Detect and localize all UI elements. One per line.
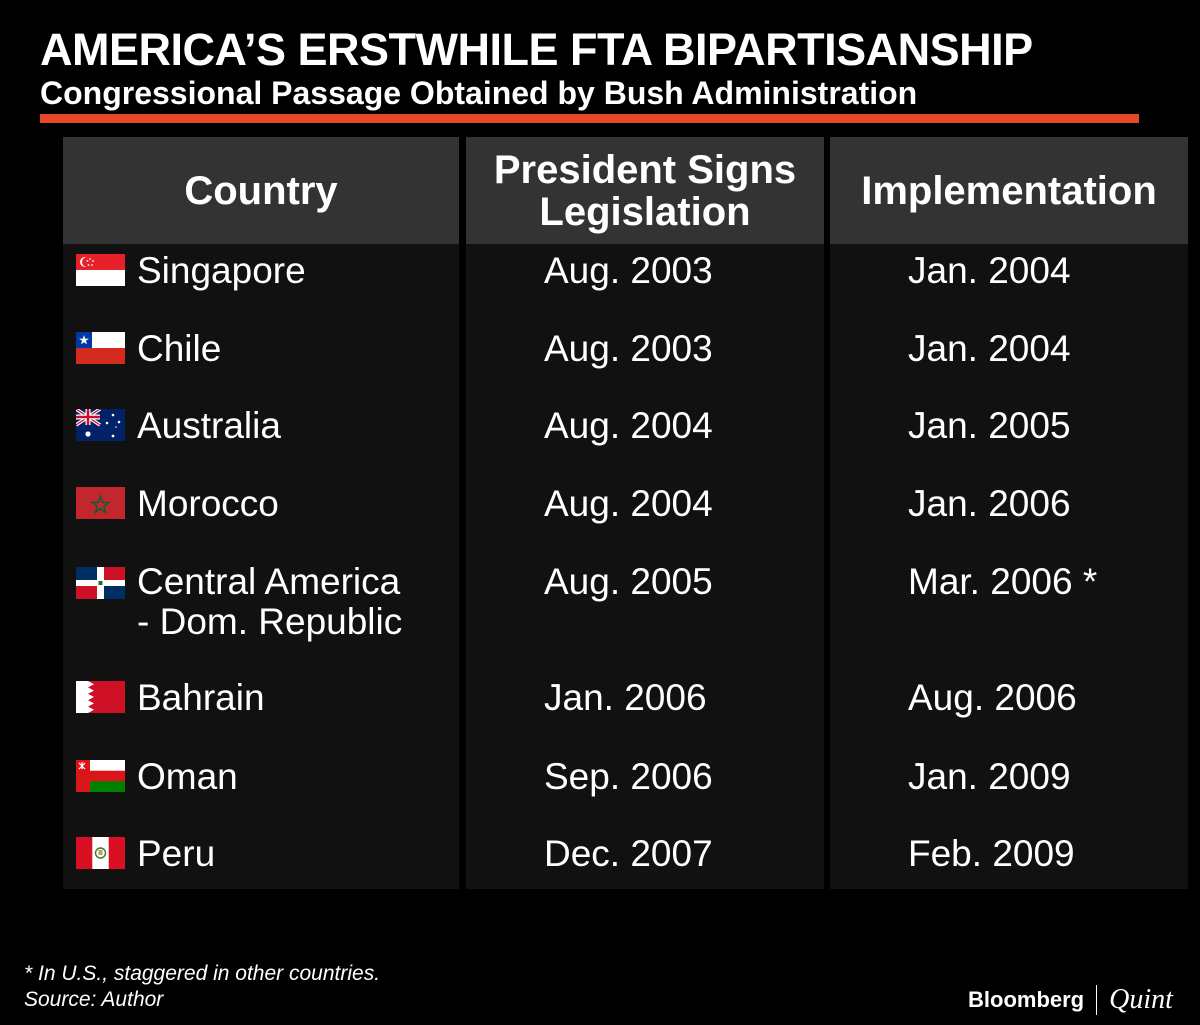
signed-date: Aug. 2003 <box>544 250 713 291</box>
chile-flag-icon <box>76 332 125 364</box>
title-underline <box>40 114 1139 123</box>
page-subtitle: Congressional Passage Obtained by Bush A… <box>40 75 918 111</box>
brand-divider <box>1096 985 1098 1015</box>
oman-flag-icon <box>76 760 125 792</box>
australia-flag-icon <box>76 409 125 441</box>
header-implementation: Implementation <box>830 137 1188 244</box>
implementation-date: Jan. 2006 <box>908 483 1071 524</box>
country-name: Australia <box>137 405 281 446</box>
country-name: Central America <box>137 561 401 602</box>
signed-date: Sep. 2006 <box>544 756 713 797</box>
implementation-date: Feb. 2009 <box>908 833 1075 874</box>
singapore-flag-icon <box>76 254 125 286</box>
bahrain-flag-icon <box>76 681 125 713</box>
implementation-date: Mar. 2006 * <box>908 561 1098 602</box>
brand-logo: Bloomberg Quint <box>968 984 1173 1016</box>
signed-date: Dec. 2007 <box>544 833 713 874</box>
country-column <box>63 137 459 889</box>
country-name: Chile <box>137 328 222 369</box>
implementation-column <box>830 137 1188 889</box>
country-name: Morocco <box>137 483 279 524</box>
implementation-date: Jan. 2005 <box>908 405 1071 446</box>
signed-date: Aug. 2005 <box>544 561 713 602</box>
signed-date: Aug. 2004 <box>544 483 713 524</box>
signed-date: Jan. 2006 <box>544 677 707 718</box>
signed-date: Aug. 2004 <box>544 405 713 446</box>
dominican-republic-flag-icon <box>76 567 125 599</box>
source-note: Source: Author <box>24 988 164 1011</box>
country-name: Bahrain <box>137 677 265 718</box>
implementation-date: Jan. 2004 <box>908 250 1071 291</box>
footnote: * In U.S., staggered in other countries. <box>24 962 381 985</box>
implementation-date: Aug. 2006 <box>908 677 1077 718</box>
country-name: Peru <box>137 833 216 874</box>
peru-flag-icon <box>76 837 125 869</box>
header-signed: President Signs Legislation <box>466 137 824 244</box>
bloomberg-wordmark: Bloomberg <box>968 987 1085 1012</box>
quint-wordmark: Quint <box>1109 984 1173 1015</box>
country-name-line2: - Dom. Republic <box>137 601 403 642</box>
morocco-flag-icon <box>76 487 125 519</box>
header-country: Country <box>63 137 459 244</box>
implementation-date: Jan. 2009 <box>908 756 1071 797</box>
signed-date: Aug. 2003 <box>544 328 713 369</box>
page-title: AMERICA’S ERSTWHILE FTA BIPARTISANSHIP <box>40 24 1033 75</box>
country-name: Singapore <box>137 250 306 291</box>
country-name: Oman <box>137 756 238 797</box>
signed-column <box>466 137 824 889</box>
implementation-date: Jan. 2004 <box>908 328 1071 369</box>
